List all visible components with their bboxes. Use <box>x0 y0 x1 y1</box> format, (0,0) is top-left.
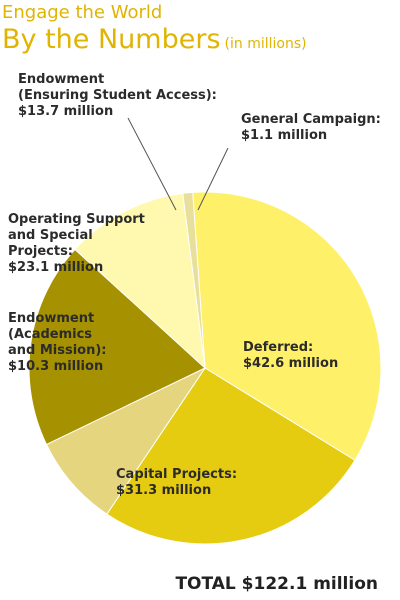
chart-title-text: By the Numbers <box>2 24 221 55</box>
pie-slice-4 <box>74 192 206 370</box>
slice-label-line: Deferred: <box>243 340 314 355</box>
slice-label-line: (Academics <box>8 327 93 342</box>
slice-label-line: Capital Projects: <box>116 467 238 482</box>
slice-label-line: Endowment <box>8 311 95 326</box>
slice-label-line: General Campaign: <box>241 112 381 127</box>
slice-label-1: Capital Projects: $31.3 million <box>116 467 237 499</box>
pie-slice-1 <box>106 367 356 545</box>
slice-label-2: Endowment (Academics and Mission): $10.3 mi… <box>8 311 107 375</box>
pie-slice-0 <box>192 191 382 461</box>
pie-slice-5 <box>182 191 206 369</box>
slice-label-line: $10.3 million <box>8 359 104 374</box>
chart-total: TOTAL $122.1 million <box>175 574 378 594</box>
slice-label-line: $13.7 million <box>18 104 114 119</box>
slice-label-line: $31.3 million <box>116 483 212 498</box>
slice-label-line: $1.1 million <box>241 128 328 143</box>
slice-label-3: Operating Support and Special Projects: $23… <box>8 212 145 276</box>
pie-slice-2 <box>45 366 207 515</box>
chart-units: (in millions) <box>224 36 307 52</box>
slice-label-5: General Campaign: $1.1 million <box>241 112 381 144</box>
slice-label-0: Deferred: $42.6 million <box>243 340 338 372</box>
pie-slice-3 <box>28 248 206 446</box>
slice-label-line: $23.1 million <box>8 260 104 275</box>
slice-label-line: Endowment <box>18 72 105 87</box>
chart-supertitle: Engage the World <box>2 2 163 23</box>
slice-label-line: (Ensuring Student Access): <box>18 88 217 103</box>
slice-label-line: and Special <box>8 228 93 243</box>
leader-line-5 <box>197 147 229 211</box>
slice-label-line: $42.6 million <box>243 356 339 371</box>
leader-line-4 <box>127 117 177 211</box>
slice-label-line: Projects: <box>8 244 73 259</box>
slice-label-4: Endowment (Ensuring Student Access): $13.7… <box>18 72 217 120</box>
slice-label-line: Operating Support <box>8 212 145 227</box>
chart-title: By the Numbers (in millions) <box>2 24 307 55</box>
slice-label-line: and Mission): <box>8 343 107 358</box>
